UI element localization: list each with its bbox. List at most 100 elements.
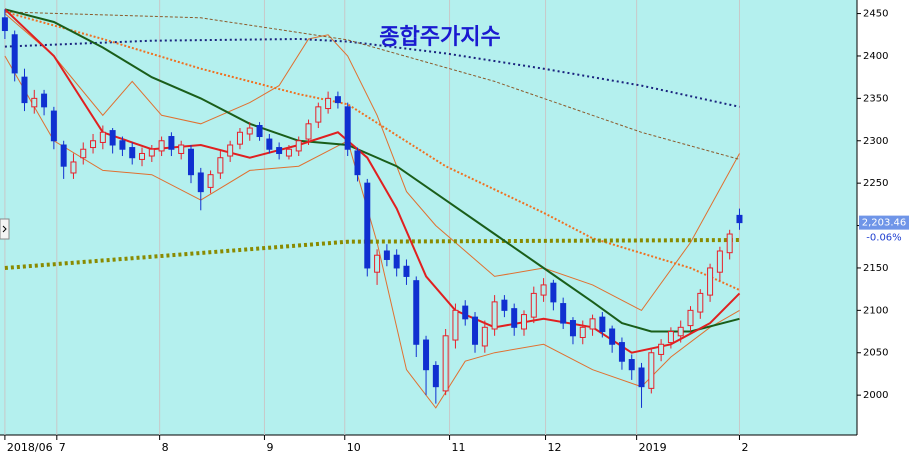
indicator-line xyxy=(4,8,740,333)
x-tick-label: 7 xyxy=(59,441,66,454)
candle-body xyxy=(462,305,469,320)
x-tick-label: 11 xyxy=(452,441,466,454)
candle-body xyxy=(472,316,479,345)
indicator-line xyxy=(4,37,740,108)
candle-body xyxy=(677,326,684,337)
candle-body xyxy=(256,124,263,138)
candle-body xyxy=(452,309,459,341)
y-tick-label: 2000 xyxy=(863,390,888,401)
candle-body xyxy=(550,282,557,303)
candle-body xyxy=(520,314,527,330)
candle-body xyxy=(344,106,351,150)
candle-body xyxy=(618,342,625,362)
y-tick-label: 2350 xyxy=(863,93,888,104)
candle-body xyxy=(334,96,341,104)
candle-body xyxy=(70,161,77,174)
candle-body xyxy=(90,140,97,149)
x-tick-label: 2019 xyxy=(639,441,667,454)
candle-body xyxy=(589,318,596,330)
candle-body xyxy=(168,136,175,150)
change-label: -0.06% xyxy=(866,233,901,244)
indicator-line xyxy=(4,11,740,160)
y-tick-label: 2300 xyxy=(863,136,888,147)
candle-body xyxy=(227,144,234,157)
candle-body xyxy=(31,97,38,108)
y-tick-label: 2450 xyxy=(863,9,888,20)
x-tick-label: 2018/06 xyxy=(7,441,53,454)
candle-body xyxy=(276,147,283,154)
candle-body xyxy=(148,148,155,157)
chart-title: 종합주가지수 xyxy=(379,24,500,50)
candle-body xyxy=(305,123,312,140)
x-tick-label: 12 xyxy=(548,441,562,454)
candle-body xyxy=(178,144,185,154)
indicator-line xyxy=(4,238,740,270)
candle-body xyxy=(569,320,576,337)
candle-body xyxy=(315,106,322,123)
candle-body xyxy=(609,328,616,345)
candle-body xyxy=(560,303,567,324)
candle-body xyxy=(236,131,243,145)
candle-body xyxy=(707,267,714,296)
expand-icon xyxy=(2,225,7,233)
candle-body xyxy=(354,150,361,176)
candle-body xyxy=(413,280,420,345)
candle-body xyxy=(442,335,449,392)
candle-body xyxy=(432,364,439,388)
candle-body xyxy=(99,131,106,143)
candle-body xyxy=(266,138,273,150)
y-tick-label: 2100 xyxy=(863,305,888,316)
y-tick-label: 2150 xyxy=(863,263,888,274)
candle-body xyxy=(697,292,704,313)
candle-body xyxy=(648,352,655,389)
x-tick-label: 9 xyxy=(266,441,273,454)
candle-body xyxy=(60,144,67,167)
candle-body xyxy=(325,97,332,110)
x-tick-label: 2 xyxy=(741,441,748,454)
candle-body xyxy=(285,148,292,157)
candle-body xyxy=(726,233,733,254)
candle-body xyxy=(158,140,165,152)
candle-body xyxy=(667,331,674,344)
x-tick-label: 8 xyxy=(162,441,169,454)
candle-body xyxy=(530,292,537,318)
indicator-line xyxy=(4,13,740,312)
candle-body xyxy=(628,359,635,371)
candle-body xyxy=(207,174,214,188)
candle-body xyxy=(119,140,126,150)
expand-button[interactable] xyxy=(0,218,10,240)
candle-body xyxy=(217,157,224,174)
last-price-label: 2,203.46 xyxy=(862,218,907,229)
candle-body xyxy=(109,130,116,146)
axes: 2018/06789101112201922000205021002150220… xyxy=(4,9,909,454)
candle-body xyxy=(80,148,87,159)
candle-body xyxy=(1,17,8,32)
candle-body xyxy=(129,147,136,159)
candle-body xyxy=(374,254,381,273)
candle-body xyxy=(423,339,430,371)
y-tick-label: 2400 xyxy=(863,51,888,62)
candle-body xyxy=(383,250,390,260)
candle-body xyxy=(246,127,253,135)
candle-body xyxy=(50,110,57,142)
candle-body xyxy=(491,301,498,330)
candle-body xyxy=(197,172,204,193)
candle-body xyxy=(403,265,410,277)
candle-body xyxy=(393,254,400,269)
candle-body xyxy=(716,250,723,273)
candle-body xyxy=(540,284,547,296)
indicator-line xyxy=(4,10,740,291)
candles xyxy=(1,9,743,408)
candle-body xyxy=(11,34,18,74)
candle-body xyxy=(295,140,302,152)
candle-body xyxy=(501,299,508,311)
y-tick-label: 2250 xyxy=(863,178,888,189)
candle-body xyxy=(736,214,743,224)
candle-body xyxy=(511,308,518,328)
last-price-box xyxy=(859,215,909,230)
x-tick-label: 10 xyxy=(347,441,361,454)
candle-body xyxy=(364,182,371,269)
candle-body xyxy=(599,316,606,333)
